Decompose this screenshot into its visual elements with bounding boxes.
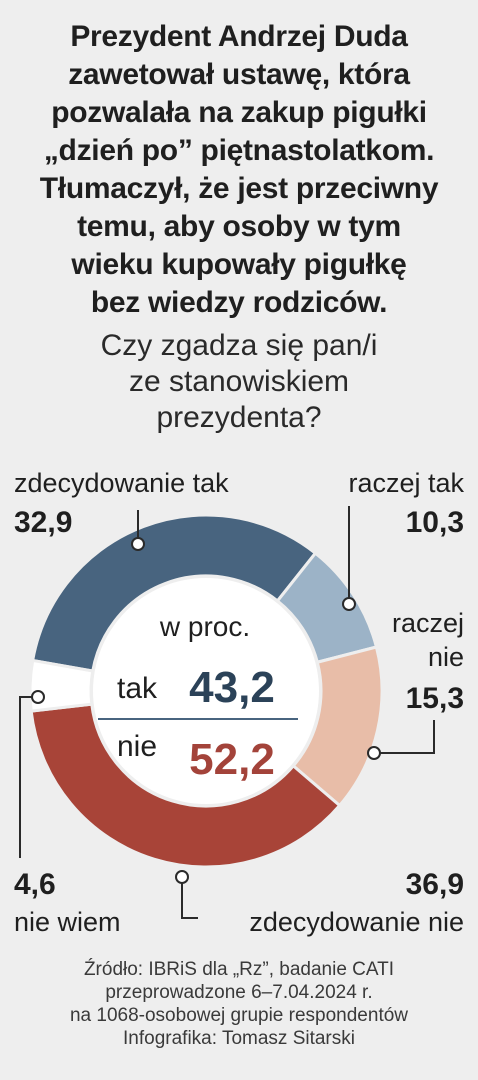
total-tak-label: tak: [117, 672, 158, 705]
slice-value-nie-wiem: 4,6: [14, 868, 56, 901]
leader-raczej-nie: [374, 720, 435, 754]
question-line: prezydenta?: [156, 401, 322, 434]
source-line: na 1068-osobowej grupie respondentów: [69, 1005, 409, 1026]
slice-value-raczej-tak: 10,3: [406, 506, 464, 539]
leader-zdecydowanie-nie: [181, 877, 198, 919]
donut-slice-4: [28, 658, 95, 713]
slice-label-raczej-nie-1: raczej: [392, 608, 464, 638]
dot-raczej-nie: [367, 746, 381, 760]
headline-line: „dzień po” piętnastolatkom.: [43, 134, 435, 167]
total-nie-value: 52,2: [189, 735, 275, 784]
callout-dots: [31, 537, 381, 884]
question-line: ze stanowiskiem: [128, 365, 350, 398]
slice-label-zdecydowanie-tak: zdecydowanie tak: [14, 468, 229, 498]
slice-value-zdecydowanie-nie: 36,9: [406, 868, 464, 901]
unit-label: w proc.: [159, 611, 250, 642]
source-line: Źródło: IBRiS dla „Rz”, badanie CATI: [83, 959, 395, 980]
dot-zdecydowanie-tak: [131, 537, 145, 551]
donut-center: w proc. tak 43,2 nie 52,2: [98, 611, 298, 784]
donut-slice-3: [29, 702, 342, 869]
infographic-credit: Infografika: Tomasz Sitarski: [123, 1028, 355, 1049]
headline-line: wieku kupowały pigułkę: [71, 248, 407, 281]
headline-line: temu, aby osoby w tym: [77, 210, 401, 243]
donut-slices: [28, 513, 384, 869]
survey-question: Czy zgadza się pan/i ze stanowiskiem pre…: [14, 328, 464, 436]
donut-chart: zdecydowanie tak 32,9 raczej tak 10,3 ra…: [14, 468, 464, 937]
dot-raczej-tak: [342, 597, 356, 611]
total-tak-value: 43,2: [189, 663, 275, 712]
headline-line: zawetował ustawę, która: [68, 58, 410, 91]
headline-line: Prezydent Andrzej Duda: [70, 20, 408, 53]
dot-nie-wiem: [31, 690, 45, 704]
headline-line: Tłumaczył, że jest przeciwny: [39, 172, 439, 205]
source-note: Źródło: IBRiS dla „Rz”, badanie CATI prz…: [10, 958, 468, 1050]
total-nie-label: nie: [117, 730, 157, 763]
headline-line: pozwalała na zakup pigułki: [51, 96, 427, 129]
headline: Prezydent Andrzej Duda zawetował ustawę,…: [14, 18, 464, 322]
donut-slice-0: [30, 513, 318, 673]
slice-label-zdecydowanie-nie: zdecydowanie nie: [249, 907, 464, 937]
slice-value-zdecydowanie-tak: 32,9: [14, 506, 72, 539]
question-line: Czy zgadza się pan/i: [100, 329, 378, 362]
donut-hole: [93, 578, 319, 804]
slice-label-nie-wiem: nie wiem: [14, 907, 121, 937]
slice-label-raczej-nie-2: nie: [428, 642, 464, 672]
slice-value-raczej-nie: 15,3: [406, 682, 464, 715]
source-line: przeprowadzone 6–7.04.2024 r.: [105, 982, 373, 1003]
dot-zdecydowanie-nie: [175, 870, 189, 884]
slice-label-raczej-tak: raczej tak: [348, 468, 464, 498]
headline-line: bez wiedzy rodziców.: [90, 286, 388, 319]
